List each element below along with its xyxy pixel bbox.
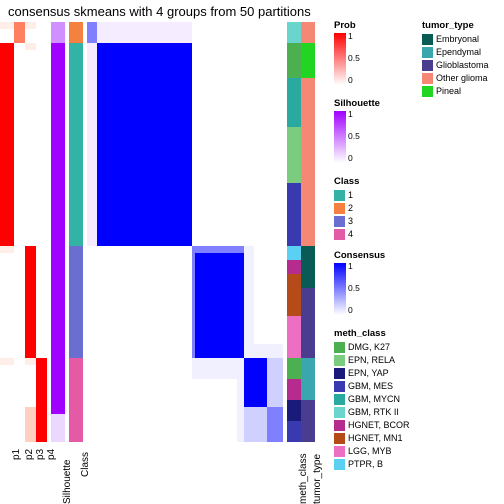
track-p4 — [36, 22, 47, 442]
xlabel-silhouette: Silhouette — [62, 460, 73, 504]
legend-prob: Prob10.50 — [334, 20, 356, 85]
xlabel-p2: p2 — [24, 449, 35, 460]
legend-tumor_type: tumor_typeEmbryonalEpendymalGlioblastoma… — [422, 20, 489, 98]
track-heatmap — [87, 22, 283, 442]
plot-area — [0, 22, 330, 442]
xlabel-p1: p1 — [11, 449, 22, 460]
x-axis-labels: p1p2p3p4 Silhouette Class meth_classtumor_t… — [0, 445, 330, 503]
xlabel-p3: p3 — [35, 449, 46, 460]
xlabel-p4: p4 — [46, 449, 57, 460]
track-p1 — [0, 22, 14, 442]
plot-title: consensus skmeans with 4 groups from 50 … — [8, 4, 311, 19]
track-p2 — [14, 22, 25, 442]
track-tumor_type — [301, 22, 315, 442]
track-silhouette — [51, 22, 65, 442]
xlabel-tumor_type: tumor_type — [312, 454, 323, 504]
xlabel-meth_class: meth_class — [298, 453, 309, 504]
xlabel-class: Class — [80, 451, 91, 476]
track-meth_class — [287, 22, 301, 442]
track-class — [69, 22, 83, 442]
legend-consensus: Consensus10.50 — [334, 250, 385, 315]
legend-class: Class1234 — [334, 176, 359, 241]
track-p3 — [25, 22, 36, 442]
legend-meth_class: meth_classDMG, K27EPN, RELAEPN, YAPGBM, … — [334, 328, 410, 471]
legend-silhouette: Silhouette10.50 — [334, 98, 380, 163]
